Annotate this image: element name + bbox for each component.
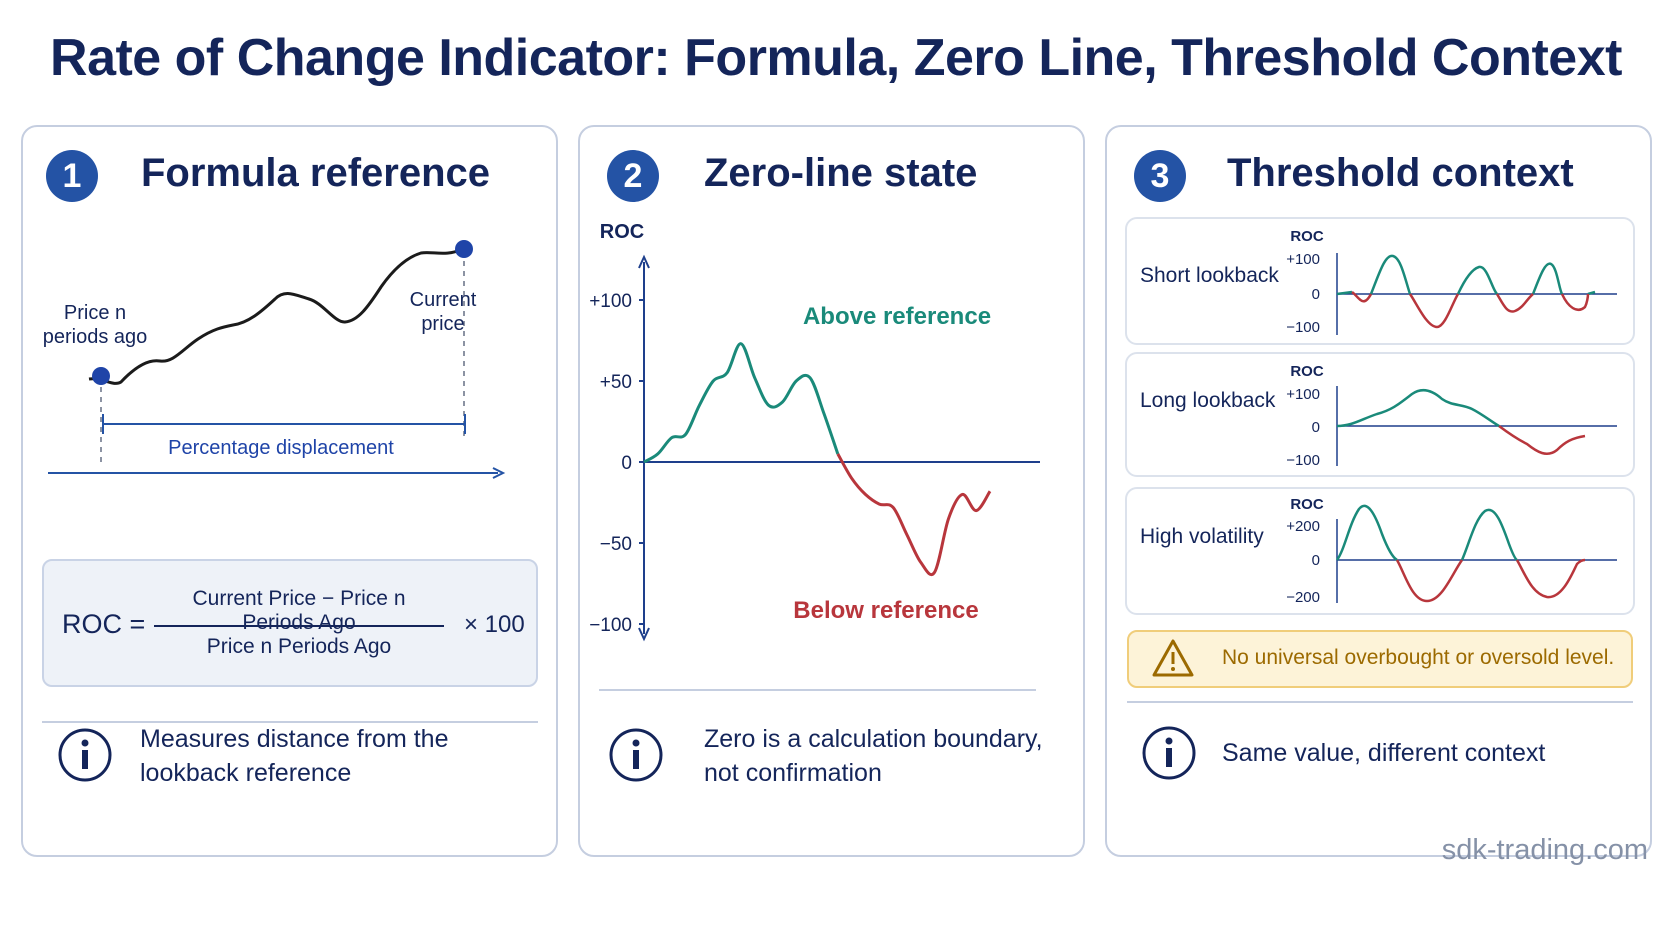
info-icon — [58, 728, 112, 782]
threshold-panel: 3 Threshold context Short lookback ROC +… — [1105, 125, 1652, 857]
threshold-card-short-lookback: Short lookback ROC +100 0 −100 — [1125, 217, 1635, 345]
axis-title: ROC — [1290, 363, 1324, 380]
end-label-line1: Current — [410, 289, 477, 311]
time-axis-arrow-icon — [492, 467, 506, 479]
formula-multiplier: × 100 — [464, 611, 525, 638]
series-above-zero — [643, 342, 840, 464]
panel-divider — [1127, 701, 1633, 703]
mini-roc-chart: ROC +200 0 −200 — [1286, 496, 1617, 606]
tick-mid: 0 — [1312, 419, 1320, 436]
tick-top: +100 — [1286, 386, 1320, 403]
zero-line-chart: ROC +100 +50 0 −50 −100 Above reference Belo… — [589, 222, 1040, 642]
panel-divider — [599, 689, 1036, 691]
y-tick-label: −100 — [589, 615, 632, 636]
tick-mid: 0 — [1312, 286, 1320, 303]
series-below-zero — [1395, 558, 1586, 603]
step-badge-1: 1 — [46, 150, 98, 202]
card-label: Short lookback — [1140, 264, 1279, 287]
y-axis-up-arrow-icon — [638, 254, 650, 269]
info-icon — [1142, 726, 1196, 780]
series-below-zero — [1351, 290, 1590, 329]
price-displacement-diagram: Price n periods ago Current price Percen… — [43, 240, 506, 479]
mini-roc-chart: ROC +100 0 −100 — [1286, 228, 1617, 336]
start-label-line1: Price n — [64, 302, 126, 324]
note-line-2: not confirmation — [704, 759, 882, 787]
formula-numerator: Current Price − Price n Periods Ago — [192, 587, 406, 634]
series-above-zero — [1336, 254, 1596, 296]
formula-panel: 1 Formula reference Price n periods ago … — [21, 125, 558, 857]
formula-fraction-bar — [154, 625, 444, 627]
info-icon — [609, 728, 663, 782]
tick-mid: 0 — [1312, 552, 1320, 569]
y-tick-label: +100 — [589, 291, 632, 312]
page-title: Rate of Change Indicator: Formula, Zero … — [50, 29, 1622, 87]
current-point — [455, 240, 473, 258]
panel-note: Measures distance from the lookback refe… — [140, 722, 448, 790]
warning-text: No universal overbought or oversold leve… — [1222, 646, 1615, 669]
note-line-2: lookback reference — [140, 759, 352, 787]
panel-note: Same value, different context — [1222, 736, 1545, 770]
panel-title-formula: Formula reference — [141, 151, 491, 195]
tick-top: +200 — [1286, 518, 1320, 535]
y-tick-label: +50 — [600, 372, 632, 393]
series-below-zero — [836, 453, 992, 577]
series-above-zero — [1335, 504, 1518, 562]
note-line-1: Zero is a calculation boundary, — [704, 725, 1043, 753]
tick-bottom: −200 — [1286, 589, 1320, 606]
below-reference-label: Below reference — [793, 597, 978, 624]
tick-bottom: −100 — [1286, 452, 1320, 469]
panel-title-threshold: Threshold context — [1227, 151, 1574, 195]
zero-line-panel: 2 Zero-line state ROC +100 +50 0 −50 −100 Ab… — [578, 125, 1085, 857]
mini-roc-chart: ROC +100 0 −100 — [1286, 363, 1617, 469]
price-path — [88, 247, 464, 385]
formula-box: ROC = Current Price − Price n Periods Ag… — [42, 559, 538, 687]
panel-title-zero-line: Zero-line state — [704, 151, 978, 195]
step-badge-3: 3 — [1134, 150, 1186, 202]
note-line-1: Measures distance from the — [140, 725, 449, 753]
threshold-card-long-lookback: Long lookback ROC +100 0 −100 — [1125, 352, 1635, 477]
card-label: Long lookback — [1140, 389, 1276, 412]
series-below-zero — [1498, 424, 1586, 455]
card-label: High volatility — [1140, 525, 1264, 548]
panel-divider — [42, 721, 538, 723]
y-axis-title: ROC — [600, 222, 644, 243]
axis-title: ROC — [1290, 228, 1324, 245]
y-axis-down-arrow-icon — [638, 627, 650, 642]
series-above-zero — [1336, 388, 1500, 428]
warning-banner: No universal overbought or oversold leve… — [1127, 630, 1633, 688]
footer-source: sdk-trading.com — [1441, 834, 1648, 866]
step-badge-2: 2 — [607, 150, 659, 202]
y-tick-label: 0 — [621, 453, 632, 474]
panel-note: Zero is a calculation boundary, not conf… — [704, 722, 1043, 790]
warning-icon — [1152, 639, 1194, 677]
start-point — [92, 367, 110, 385]
y-tick-label: −50 — [600, 534, 632, 555]
span-label: Percentage displacement — [168, 437, 394, 459]
note-line-1: Same value, different context — [1222, 739, 1546, 767]
start-label-line2: periods ago — [43, 326, 148, 348]
tick-top: +100 — [1286, 251, 1320, 268]
formula-lhs: ROC = — [62, 609, 146, 639]
end-label-line2: price — [421, 313, 464, 335]
formula-denominator: Price n Periods Ago — [206, 635, 392, 658]
threshold-card-high-volatility: High volatility ROC +200 0 −200 — [1125, 487, 1635, 615]
axis-title: ROC — [1290, 496, 1324, 513]
above-reference-label: Above reference — [803, 303, 991, 330]
tick-bottom: −100 — [1286, 319, 1320, 336]
